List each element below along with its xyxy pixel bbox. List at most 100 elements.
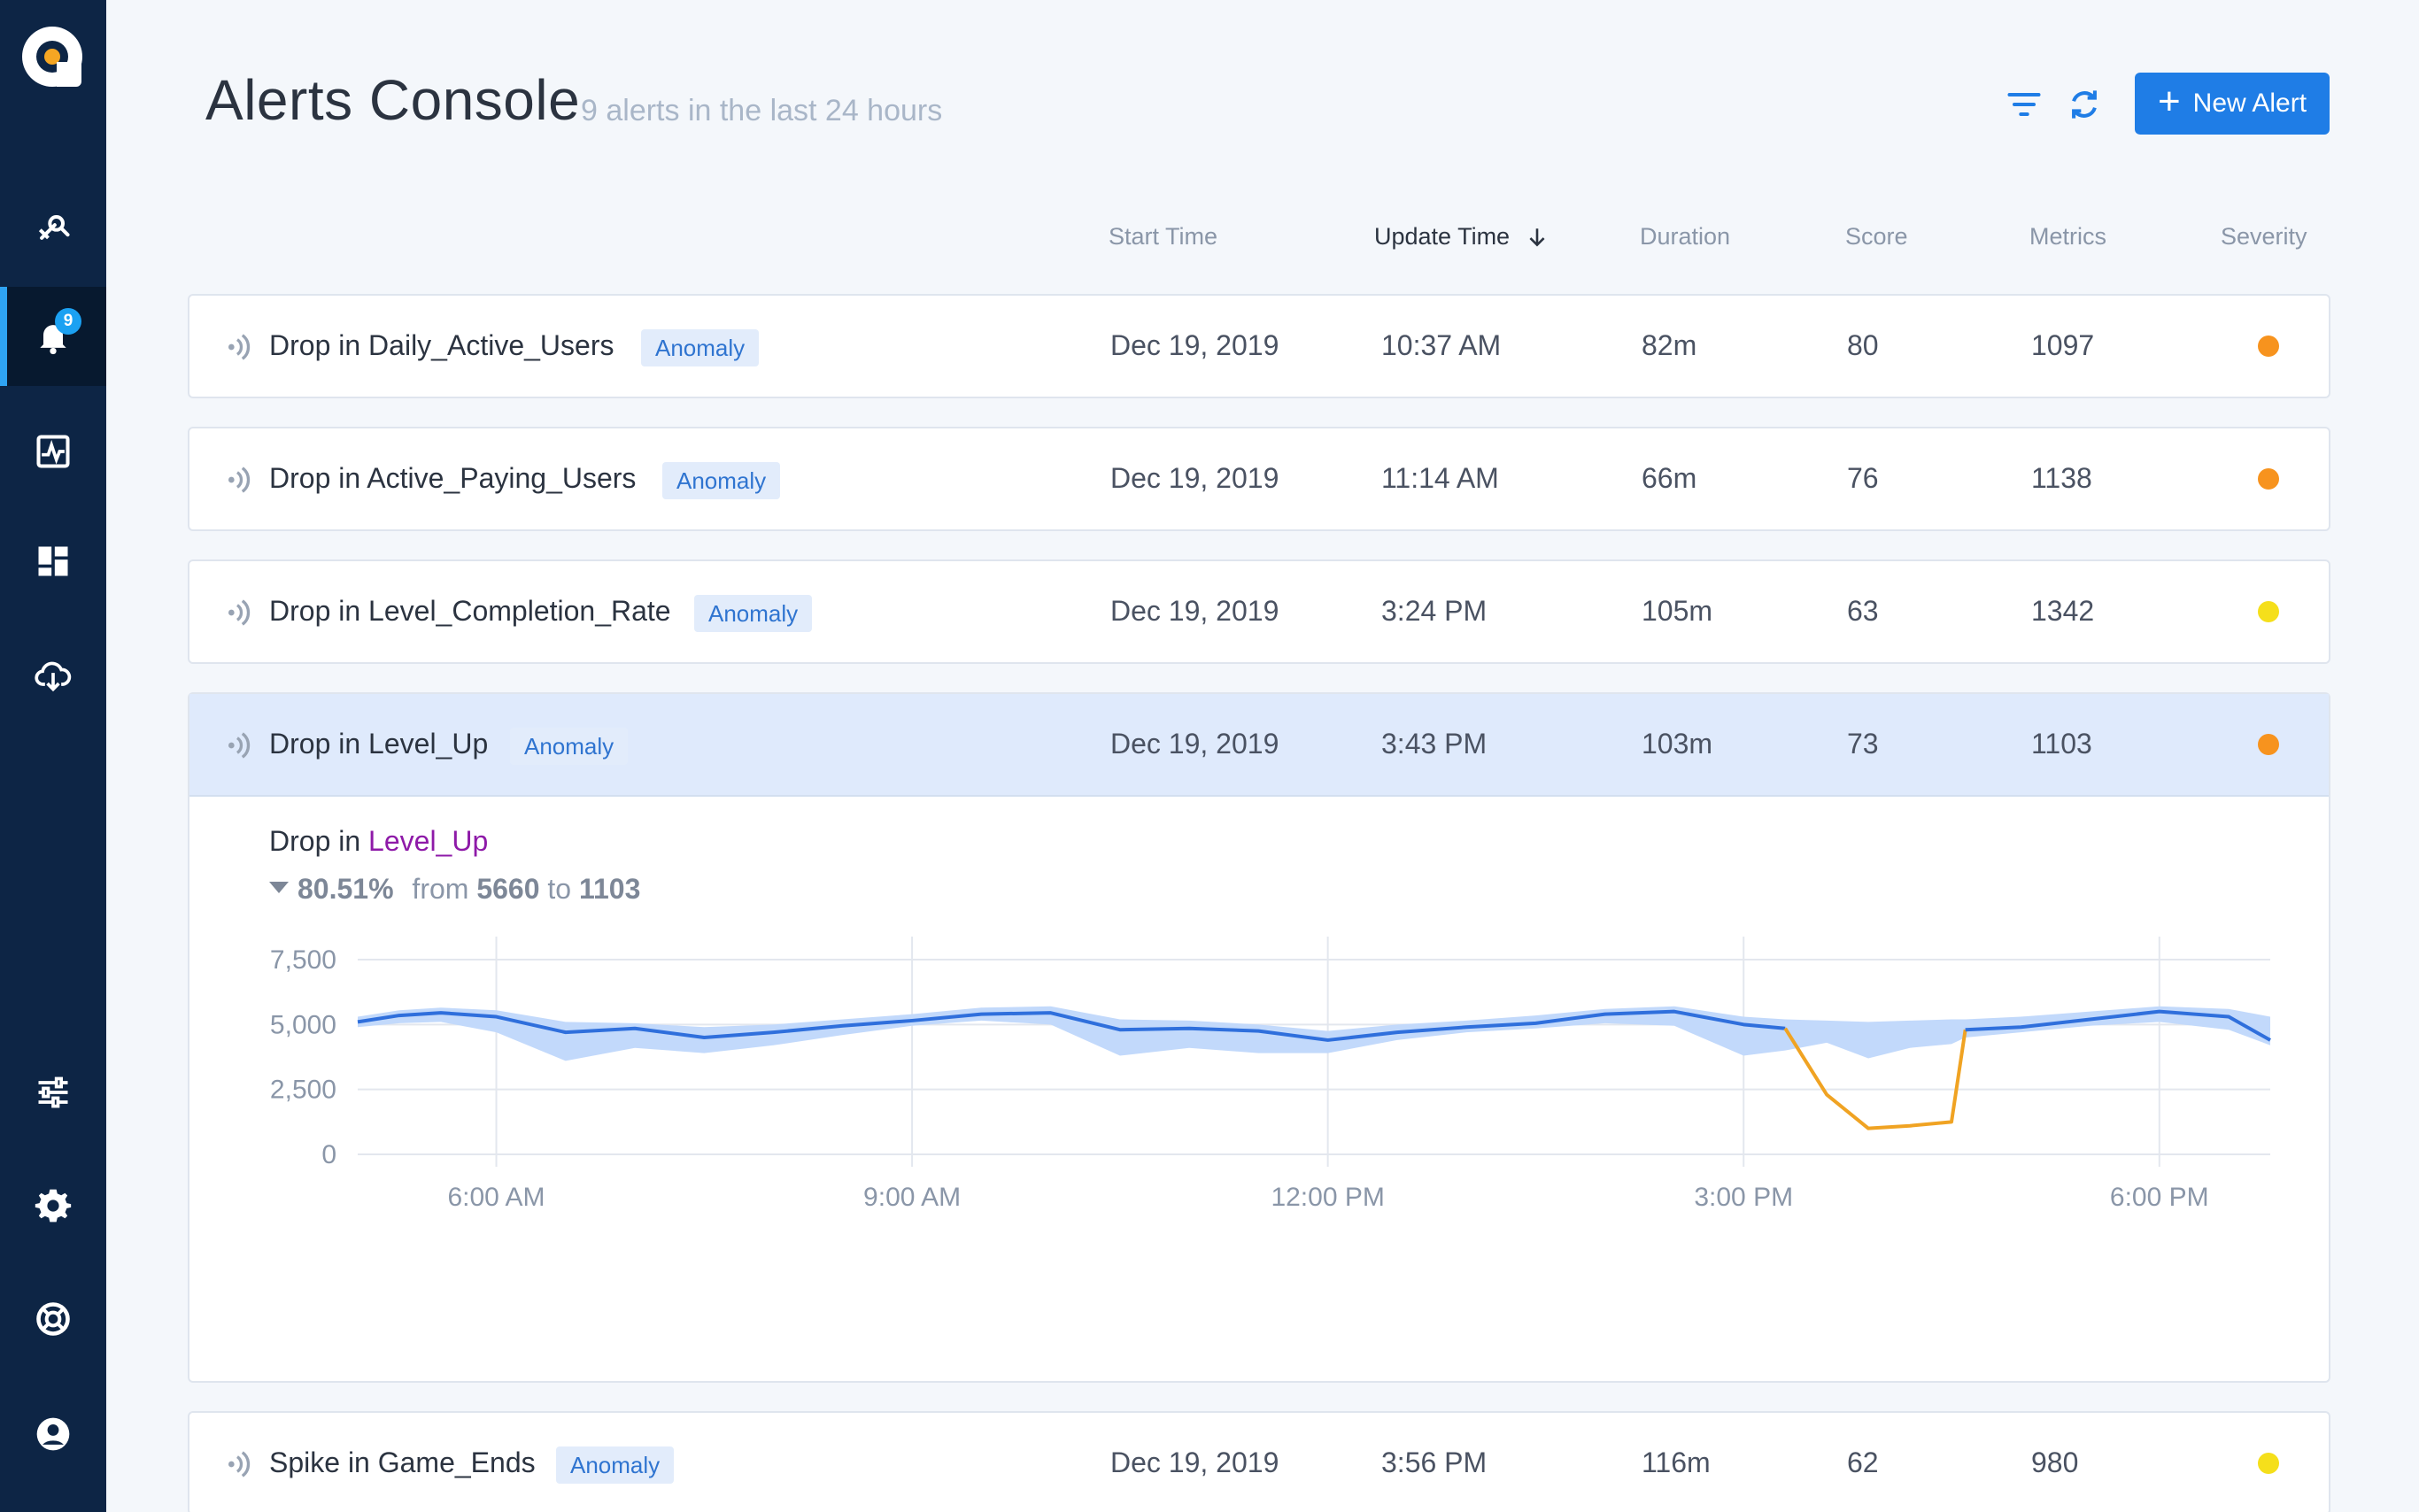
update-time: 3:43 PM — [1381, 728, 1488, 760]
alert-row-header[interactable]: Drop in Level_Completion_Rate Anomaly De… — [189, 561, 2329, 664]
change-percent: 80.51% — [298, 873, 394, 905]
severity-dot — [2258, 1453, 2279, 1474]
alert-row-header[interactable]: Drop in Active_Paying_Users Anomaly Dec … — [189, 428, 2329, 531]
to-value: 1103 — [578, 873, 641, 905]
start-time: Dec 19, 2019 — [1110, 595, 1279, 627]
new-alert-button[interactable]: + New Alert — [2135, 73, 2330, 135]
severity-dot — [2258, 601, 2279, 622]
metrics-count: 1103 — [2031, 728, 2092, 760]
alert-title[interactable]: Drop in Daily_Active_Users — [269, 329, 614, 361]
alert-row-expanded[interactable]: Drop in Level_Up Anomaly Dec 19, 2019 3:… — [188, 692, 2330, 1383]
sidebar-item-preferences[interactable] — [0, 1043, 106, 1142]
filter-icon[interactable] — [2005, 85, 2044, 124]
metrics-count: 1138 — [2031, 462, 2092, 494]
metrics-count: 1342 — [2031, 595, 2095, 627]
anomaly-tag: Anomaly — [641, 329, 760, 366]
score: 73 — [1847, 728, 1879, 760]
severity-dot — [2258, 734, 2279, 755]
y-tick-label: 5,000 — [270, 1010, 336, 1039]
signal-icon — [228, 467, 251, 493]
signal-icon — [228, 732, 251, 759]
alert-title[interactable]: Spike in Game_Ends — [269, 1446, 536, 1478]
logo-tail — [57, 62, 81, 87]
update-time: 11:14 AM — [1381, 462, 1499, 494]
update-time: 3:56 PM — [1381, 1446, 1488, 1478]
alert-row[interactable]: Drop in Active_Paying_Users Anomaly Dec … — [188, 427, 2330, 531]
y-tick-label: 7,500 — [270, 945, 336, 975]
plus-icon: + — [2157, 80, 2181, 123]
from-value: 5660 — [476, 873, 540, 905]
sidebar-item-dashboards[interactable] — [0, 512, 106, 611]
alert-row-header[interactable]: Spike in Game_Ends Anomaly Dec 19, 2019 … — [189, 1413, 2329, 1512]
sidebar-item-account[interactable] — [0, 1385, 106, 1484]
metric-link[interactable]: Level_Up — [368, 825, 489, 857]
signal-icon — [228, 599, 251, 626]
sidebar-item-metrics[interactable] — [0, 402, 106, 501]
rocket-icon — [38, 214, 70, 240]
x-tick-label: 3:00 PM — [1694, 1183, 1793, 1212]
duration: 116m — [1642, 1446, 1711, 1478]
page-title: Alerts Console — [205, 68, 581, 132]
sidebar-item-explore[interactable] — [0, 177, 106, 276]
anomaly-tag: Anomaly — [662, 462, 781, 499]
gear-icon — [35, 1189, 72, 1223]
duration: 103m — [1642, 728, 1713, 760]
logo-mark — [22, 27, 82, 87]
column-header-duration[interactable]: Duration — [1640, 223, 1731, 250]
sliders-icon — [38, 1076, 68, 1108]
duration: 82m — [1642, 329, 1697, 361]
update-time: 3:24 PM — [1381, 595, 1488, 627]
new-alert-label: New Alert — [2192, 89, 2307, 118]
page-subtitle: 9 alerts in the last 24 hours — [581, 94, 943, 127]
x-tick-label: 6:00 PM — [2110, 1183, 2209, 1212]
alert-row[interactable]: Spike in Game_Ends Anomaly Dec 19, 2019 … — [188, 1411, 2330, 1512]
sidebar-item-settings[interactable] — [0, 1156, 106, 1255]
y-tick-label: 2,500 — [270, 1076, 336, 1105]
alert-row-header[interactable]: Drop in Level_Up Anomaly Dec 19, 2019 3:… — [189, 694, 2329, 797]
column-header-metrics[interactable]: Metrics — [2029, 223, 2106, 250]
detail-title-prefix: Drop in — [269, 825, 369, 857]
signal-icon — [228, 334, 251, 360]
sidebar-item-data-sources[interactable] — [0, 625, 106, 724]
column-header-score[interactable]: Score — [1845, 223, 1908, 250]
x-tick-label: 6:00 AM — [447, 1183, 545, 1212]
signal-icon — [228, 1451, 251, 1477]
alert-title[interactable]: Drop in Active_Paying_Users — [269, 462, 637, 494]
score: 80 — [1847, 329, 1879, 361]
severity-dot — [2258, 336, 2279, 357]
alert-title[interactable]: Drop in Level_Completion_Rate — [269, 595, 671, 627]
column-header-update-time[interactable]: Update Time — [1374, 223, 1549, 251]
alert-row-header[interactable]: Drop in Daily_Active_Users Anomaly Dec 1… — [189, 296, 2329, 398]
score: 63 — [1847, 595, 1879, 627]
score: 76 — [1847, 462, 1879, 494]
alert-title[interactable]: Drop in Level_Up — [269, 728, 489, 760]
anomaly-tag: Anomaly — [556, 1446, 675, 1484]
x-tick-label: 9:00 AM — [863, 1183, 961, 1212]
anomaly-tag: Anomaly — [510, 728, 629, 765]
metric-chart: 7,500 5,000 2,500 0 6:00 AM 9:00 AM 12:00 PM 3:… — [270, 937, 2271, 1212]
pulse-chart-icon — [36, 435, 70, 468]
triangle-down-icon — [269, 882, 289, 893]
column-header-severity[interactable]: Severity — [2221, 223, 2307, 250]
user-circle-icon — [36, 1417, 70, 1451]
series-line — [1965, 1009, 2271, 1042]
from-word: from — [412, 873, 469, 905]
to-word: to — [547, 873, 572, 905]
metrics-count: 980 — [2031, 1446, 2079, 1478]
refresh-icon[interactable] — [2065, 85, 2104, 124]
sidebar-item-alerts[interactable]: 9 — [0, 287, 106, 386]
score: 62 — [1847, 1446, 1879, 1478]
start-time: Dec 19, 2019 — [1110, 329, 1279, 361]
column-header-start-time[interactable]: Start Time — [1109, 223, 1218, 250]
x-tick-label: 12:00 PM — [1271, 1183, 1384, 1212]
arrow-down-icon — [1529, 228, 1545, 247]
expected-band — [358, 1006, 2270, 1061]
update-time-label: Update Time — [1374, 223, 1511, 250]
sidebar-item-help[interactable] — [0, 1269, 106, 1369]
dashboard-icon — [38, 546, 68, 576]
anomaly-line — [1783, 1027, 1967, 1130]
detail-title: Drop in Level_Up — [269, 825, 488, 858]
y-tick-label: 0 — [321, 1140, 336, 1169]
alert-row[interactable]: Drop in Level_Completion_Rate Anomaly De… — [188, 559, 2330, 664]
alert-row[interactable]: Drop in Daily_Active_Users Anomaly Dec 1… — [188, 294, 2330, 398]
